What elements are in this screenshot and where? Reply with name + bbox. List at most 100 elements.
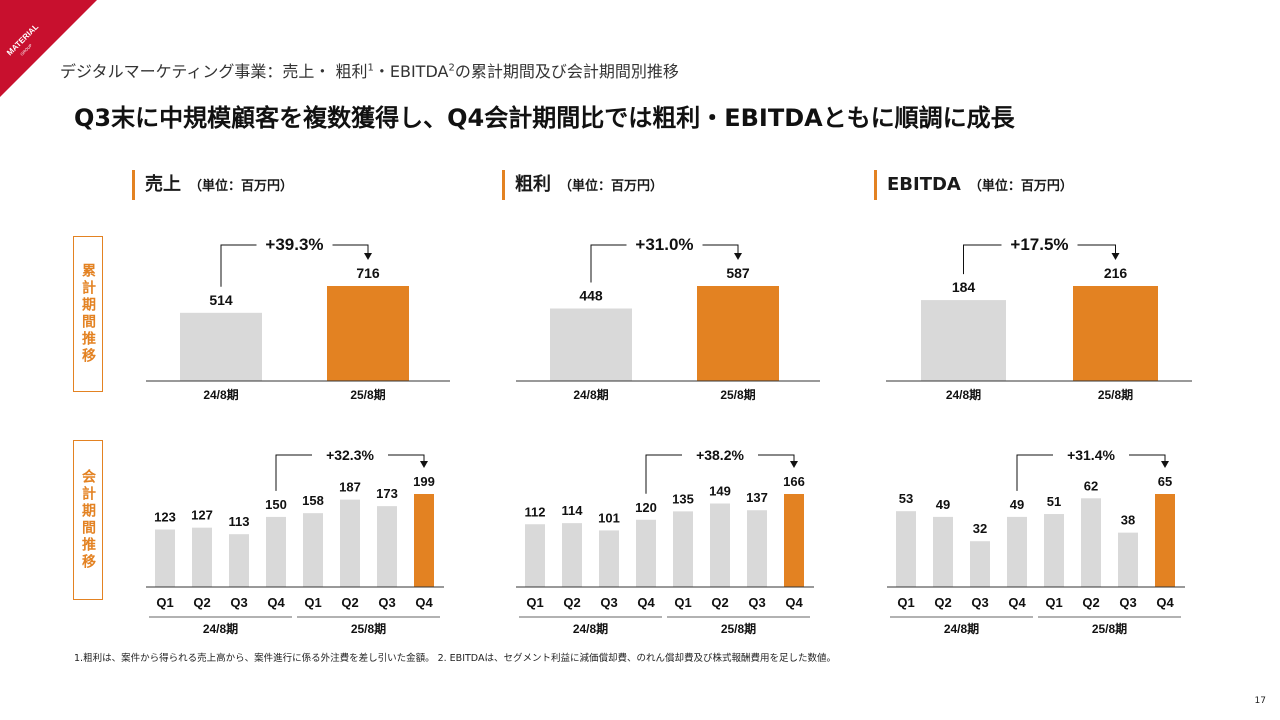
bar — [155, 529, 175, 587]
bar — [229, 534, 249, 587]
bar-value-label: 514 — [209, 292, 233, 308]
x-tick-label: Q4 — [785, 595, 803, 610]
x-tick-label: Q1 — [156, 595, 173, 610]
x-tick-label: Q1 — [674, 595, 691, 610]
bar — [1044, 514, 1064, 587]
growth-bracket-right — [332, 244, 369, 254]
bar-value-label: 38 — [1121, 513, 1135, 528]
bar-value-label: 216 — [1104, 265, 1128, 281]
bar — [673, 511, 693, 587]
growth-bracket-left — [590, 244, 627, 283]
brand-triangle — [0, 0, 97, 97]
x-tick-label: Q4 — [637, 595, 655, 610]
bar — [303, 513, 323, 587]
slide-headline: Q3末に中規模顧客を複数獲得し、Q4会計期間比では粗利・EBITDAともに順調に… — [74, 104, 1015, 132]
bar — [599, 530, 619, 587]
bar — [525, 524, 545, 587]
bar-value-label: 184 — [952, 279, 976, 295]
growth-rate-label: +39.3% — [265, 235, 323, 254]
section-unit: （単位：百万円） — [189, 179, 294, 194]
growth-bracket-left — [275, 454, 312, 491]
section-unit: （単位：百万円） — [559, 179, 664, 194]
x-tick-label: Q2 — [341, 595, 358, 610]
growth-rate-label: +17.5% — [1010, 235, 1068, 254]
x-tick-label: Q4 — [415, 595, 433, 610]
bar — [180, 312, 262, 381]
bar-value-label: 32 — [973, 521, 987, 536]
section-title: 売上 — [145, 174, 181, 195]
row-label-cumulative: 累計期間推移 — [73, 236, 103, 392]
growth-rate-label: +31.4% — [1067, 447, 1115, 463]
x-tick-label: 24/8期 — [946, 387, 981, 402]
section-title: EBITDA — [887, 174, 961, 195]
growth-arrowhead — [1111, 253, 1120, 260]
bar-value-label: 127 — [191, 508, 213, 523]
bar — [970, 541, 990, 587]
period-label: 24/8期 — [944, 621, 979, 636]
growth-arrowhead — [1161, 461, 1169, 468]
x-tick-label: Q4 — [1156, 595, 1174, 610]
bar-value-label: 62 — [1084, 478, 1098, 493]
period-label: 24/8期 — [573, 621, 608, 636]
bar-value-label: 199 — [413, 474, 435, 489]
growth-bracket-left — [645, 454, 682, 494]
bar-value-label: 49 — [936, 497, 950, 512]
row-label-quarterly: 会計期間推移 — [73, 440, 103, 600]
x-tick-label: 25/8期 — [1098, 387, 1133, 402]
x-tick-label: Q3 — [748, 595, 765, 610]
section-title: 粗利 — [515, 174, 551, 195]
bar — [1073, 286, 1158, 381]
x-tick-label: Q3 — [1119, 595, 1136, 610]
bar-value-label: 587 — [726, 265, 750, 281]
bar-value-label: 113 — [229, 514, 250, 529]
growth-bracket-left — [963, 244, 1002, 275]
bar-value-label: 137 — [746, 490, 768, 505]
bar-value-label: 101 — [598, 510, 620, 525]
bar — [784, 494, 804, 587]
bar-value-label: 53 — [899, 491, 913, 506]
x-tick-label: 25/8期 — [720, 387, 755, 402]
x-tick-label: 24/8期 — [203, 387, 238, 402]
bar — [414, 494, 434, 587]
bar-value-label: 49 — [1010, 497, 1024, 512]
bar — [1081, 498, 1101, 587]
bar-value-label: 448 — [579, 287, 603, 303]
bar-value-label: 112 — [525, 504, 546, 519]
footnote: 1.粗利は、案件から得られる売上高から、案件進行に係る外注費を差し引いた金額。 … — [74, 653, 836, 664]
growth-rate-label: +38.2% — [696, 447, 744, 463]
bar-value-label: 716 — [356, 265, 380, 281]
bar-value-label: 65 — [1158, 474, 1172, 489]
growth-arrowhead — [790, 461, 798, 468]
x-tick-label: Q1 — [897, 595, 914, 610]
bar — [697, 286, 779, 381]
x-tick-label: Q3 — [971, 595, 988, 610]
bar-value-label: 120 — [635, 500, 657, 515]
bar — [377, 506, 397, 587]
bar-value-label: 173 — [376, 486, 398, 501]
brand-corner: MATERIAL GROUP — [0, 0, 97, 97]
x-tick-label: Q2 — [934, 595, 951, 610]
slide-subtitle: デジタルマーケティング事業：売上・ 粗利1・EBITDA2の累計期間及び会計期間… — [60, 62, 679, 81]
x-tick-label: Q1 — [1045, 595, 1062, 610]
bar — [550, 308, 632, 381]
x-tick-label: Q4 — [1008, 595, 1026, 610]
bar-value-label: 158 — [302, 493, 324, 508]
bar — [327, 286, 409, 381]
x-tick-label: 25/8期 — [350, 387, 385, 402]
growth-bracket-right — [1077, 244, 1116, 254]
period-label: 25/8期 — [721, 621, 756, 636]
bar-value-label: 150 — [265, 497, 287, 512]
growth-bracket-left — [220, 244, 257, 287]
x-tick-label: Q1 — [304, 595, 321, 610]
x-tick-label: Q3 — [230, 595, 247, 610]
section-unit: （単位：百万円） — [968, 179, 1073, 194]
x-tick-label: Q2 — [193, 595, 210, 610]
bar — [921, 300, 1006, 381]
section-header-gross-profit: 粗利 （単位：百万円） — [502, 170, 663, 200]
growth-bracket-left — [1016, 454, 1053, 491]
period-label: 25/8期 — [1092, 621, 1127, 636]
bar-value-label: 123 — [154, 510, 176, 525]
bar-value-label: 135 — [672, 491, 694, 506]
x-tick-label: Q3 — [600, 595, 617, 610]
